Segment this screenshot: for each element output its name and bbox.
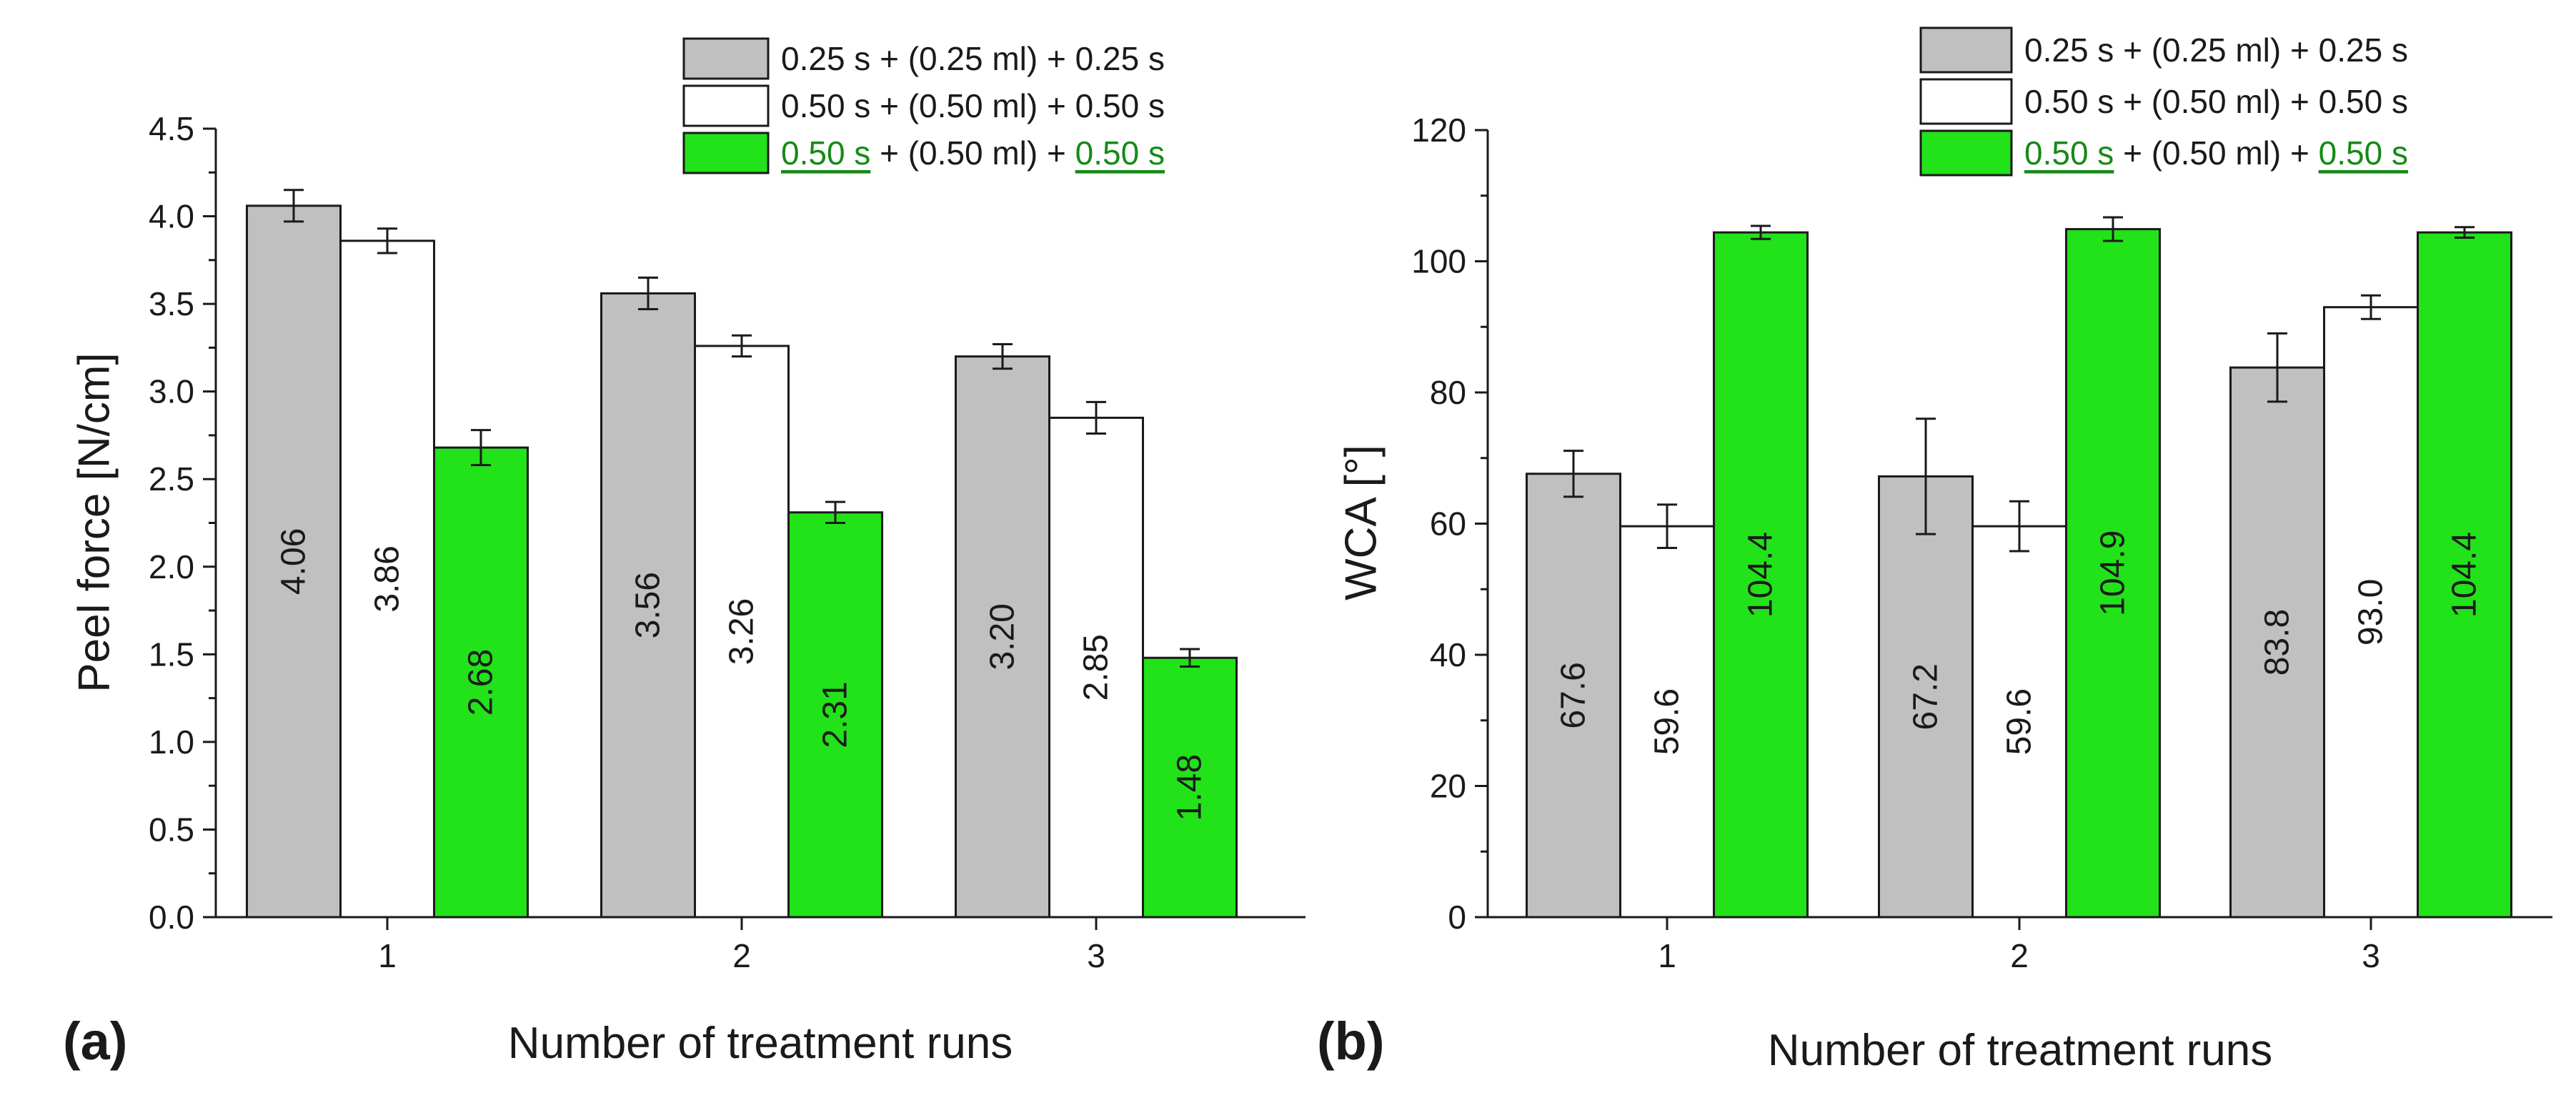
panel-tag: (b): [1317, 1012, 1385, 1071]
legend-text-part: 0.50 s + (0.50 ml) + 0.50 s: [2024, 83, 2408, 120]
bar-data-label: 2.85: [1078, 634, 1115, 701]
bar-data-label: 104.4: [1742, 532, 1780, 618]
y-tick-label: 3.0: [149, 373, 194, 410]
y-tick-label: 0.0: [149, 899, 194, 936]
bar-data-label: 3.56: [630, 572, 667, 638]
x-tick-label: 3: [1087, 937, 1105, 974]
legend-swatch: [1919, 78, 2013, 125]
y-tick-label: 0: [1448, 899, 1466, 936]
legend-text-part: 0.25 s + (0.25 ml) + 0.25 s: [2024, 31, 2408, 69]
bar: [2417, 231, 2512, 919]
x-axis-title: Number of treatment runs: [1768, 1026, 2272, 1075]
y-tick-label: 20: [1430, 768, 1466, 805]
legend-text-part: + (0.50 ml) +: [2114, 134, 2318, 172]
bar-data-label: 1.48: [1171, 754, 1209, 821]
bar: [2229, 366, 2325, 919]
y-tick-label: 4.0: [149, 198, 194, 235]
bar-data-label: 59.6: [1648, 688, 1686, 755]
bar: [433, 446, 529, 919]
bar-data-label: 2.31: [817, 681, 855, 748]
panel-tag: (a): [63, 1012, 127, 1071]
legend-entry-label: 0.25 s + (0.25 ml) + 0.25 s: [781, 40, 1165, 77]
legend-text-part: 0.50 s: [2319, 134, 2408, 172]
x-tick-label: 3: [2362, 937, 2380, 974]
legend-text-part: 0.50 s: [2024, 134, 2114, 172]
bar-data-label: 104.9: [2094, 530, 2132, 616]
y-tick-label: 80: [1430, 374, 1466, 411]
y-tick-label: 3.5: [149, 285, 194, 322]
y-tick-label: 4.5: [149, 110, 194, 147]
legend-entry-label: 0.50 s + (0.50 ml) + 0.50 s: [781, 134, 1165, 172]
bar-data-label: 3.20: [984, 603, 1022, 670]
y-tick-label: 40: [1430, 636, 1466, 673]
bar: [2323, 306, 2419, 919]
y-tick-label: 100: [1411, 243, 1466, 280]
bar-data-label: 3.86: [369, 545, 407, 612]
x-axis-title: Number of treatment runs: [508, 1019, 1013, 1068]
legend-text-part: 0.50 s: [1075, 134, 1165, 172]
legend-text-part: 0.25 s + (0.25 ml) + 0.25 s: [781, 40, 1165, 77]
bar-data-label: 59.6: [2001, 688, 2039, 755]
y-tick-label: 1.0: [149, 723, 194, 761]
legend-entry-label: 0.25 s + (0.25 ml) + 0.25 s: [2024, 31, 2408, 69]
bar-data-label: 83.8: [2259, 609, 2297, 676]
chart-panel-a: 4.06 3.56 3.20 3.86 3.26 2.85 2.68 2.31 1.48 0.0 0…: [63, 37, 1306, 1071]
legend-swatch: [1919, 129, 2013, 177]
y-tick-label: 1.5: [149, 635, 194, 673]
y-axis-title: WCA [°]: [1337, 445, 1386, 600]
legend-entry-label: 0.50 s + (0.50 ml) + 0.50 s: [2024, 83, 2408, 120]
x-tick-label: 2: [2010, 937, 2029, 974]
bar-data-label: 93.0: [2352, 579, 2390, 646]
bar: [787, 511, 883, 919]
bar-data-label: 67.2: [1907, 663, 1945, 730]
legend-text-part: + (0.50 ml) +: [870, 134, 1075, 172]
bar: [1142, 656, 1238, 919]
x-tick-label: 1: [378, 937, 397, 974]
bar-data-label: 2.68: [462, 649, 500, 716]
bar: [1878, 475, 1974, 919]
legend-text-part: 0.50 s + (0.50 ml) + 0.50 s: [781, 87, 1165, 124]
legend-entry-label: 0.50 s + (0.50 ml) + 0.50 s: [2024, 134, 2408, 172]
bar-data-label: 4.06: [275, 528, 313, 595]
x-tick-label: 1: [1658, 937, 1676, 974]
bar-data-label: 67.6: [1555, 662, 1593, 728]
x-tick-label: 2: [732, 937, 751, 974]
y-axis-title: Peel force [N/cm]: [70, 352, 119, 692]
y-tick-label: 0.5: [149, 811, 194, 848]
bar: [246, 204, 342, 919]
bar-data-label: 3.26: [723, 598, 761, 665]
y-tick-label: 2.5: [149, 460, 194, 498]
legend-swatch: [1919, 26, 2013, 74]
chart-panel-b: 67.6 67.2 83.8 59.6 59.6 93.0 104.4 104.9 104.4 0…: [1317, 26, 2552, 1075]
bar: [2065, 228, 2161, 919]
legend-text-part: 0.50 s: [781, 134, 870, 172]
y-tick-label: 2.0: [149, 548, 194, 585]
y-tick-label: 120: [1411, 112, 1466, 149]
y-tick-label: 60: [1430, 505, 1466, 543]
legend-entry-label: 0.50 s + (0.50 ml) + 0.50 s: [781, 87, 1165, 124]
legend-swatch: [682, 132, 770, 174]
bar: [1619, 525, 1715, 919]
bar-data-label: 104.4: [2446, 532, 2484, 618]
legend-swatch: [682, 84, 770, 127]
legend-swatch: [682, 37, 770, 80]
